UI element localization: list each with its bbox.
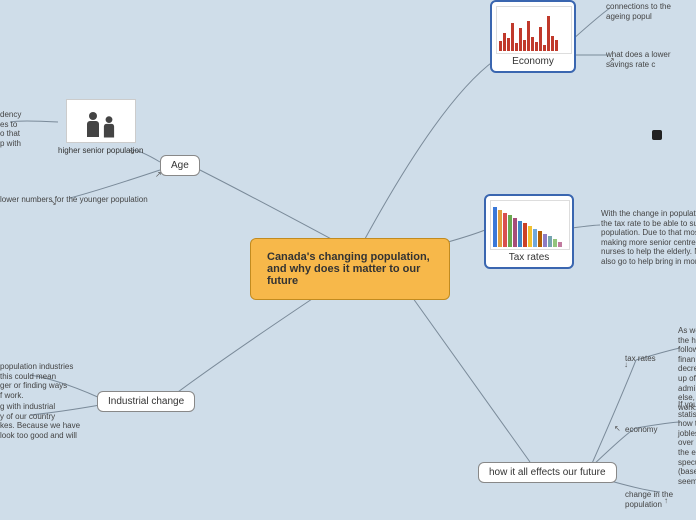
detail-savings: what does a lower savings rate c [606,50,696,69]
collapsed-node-icon[interactable] [652,130,662,140]
node-economy[interactable]: Economy [490,0,576,73]
arrow-icon: ↑ [664,496,668,505]
node-industrial-change[interactable]: Industrial change [97,391,195,412]
detail-industries2: g with industrial y of our country kes. … [0,402,80,440]
detail-future2: If you statis how t jobles over c the e … [678,400,696,486]
detail-industries1: population industries this could mean ge… [0,362,73,400]
detail-change-pop: change in the population [625,490,696,509]
tax-chart [490,200,570,250]
how-effects-label: how it all effects our future [489,467,606,478]
detail-tax-rates-lbl: tax rates [625,354,656,364]
node-how-effects[interactable]: how it all effects our future [478,462,617,483]
arrow-icon: ↘ [50,198,57,207]
detail-dependency: dency es to o that p with [0,110,21,148]
arrow-icon: ↓ [624,360,628,369]
economy-chart [496,6,572,54]
arrow-icon: ↗ [608,56,615,65]
detail-tax: With the change in population th the tax… [601,209,696,267]
detail-economy-lbl: economy [625,425,657,435]
detail-connections: connections to the ageing popul [606,2,696,21]
central-topic[interactable]: Canada's changing population, and why do… [250,238,450,300]
node-tax-rates[interactable]: Tax rates [484,194,574,269]
node-age[interactable]: Age [160,155,200,176]
industrial-change-label: Industrial change [108,396,184,407]
arrow-icon: ↗ [155,170,162,179]
tax-rates-label: Tax rates [490,252,568,263]
arrow-icon: ↖ [614,424,621,433]
arrow-icon: ↘ [128,147,135,156]
node-age-label: Age [171,160,189,171]
detail-lower-young: lower numbers for the younger population [0,195,148,205]
elderly-couple-icon [66,99,136,143]
economy-label: Economy [496,56,570,67]
central-title: Canada's changing population, and why do… [267,251,430,287]
